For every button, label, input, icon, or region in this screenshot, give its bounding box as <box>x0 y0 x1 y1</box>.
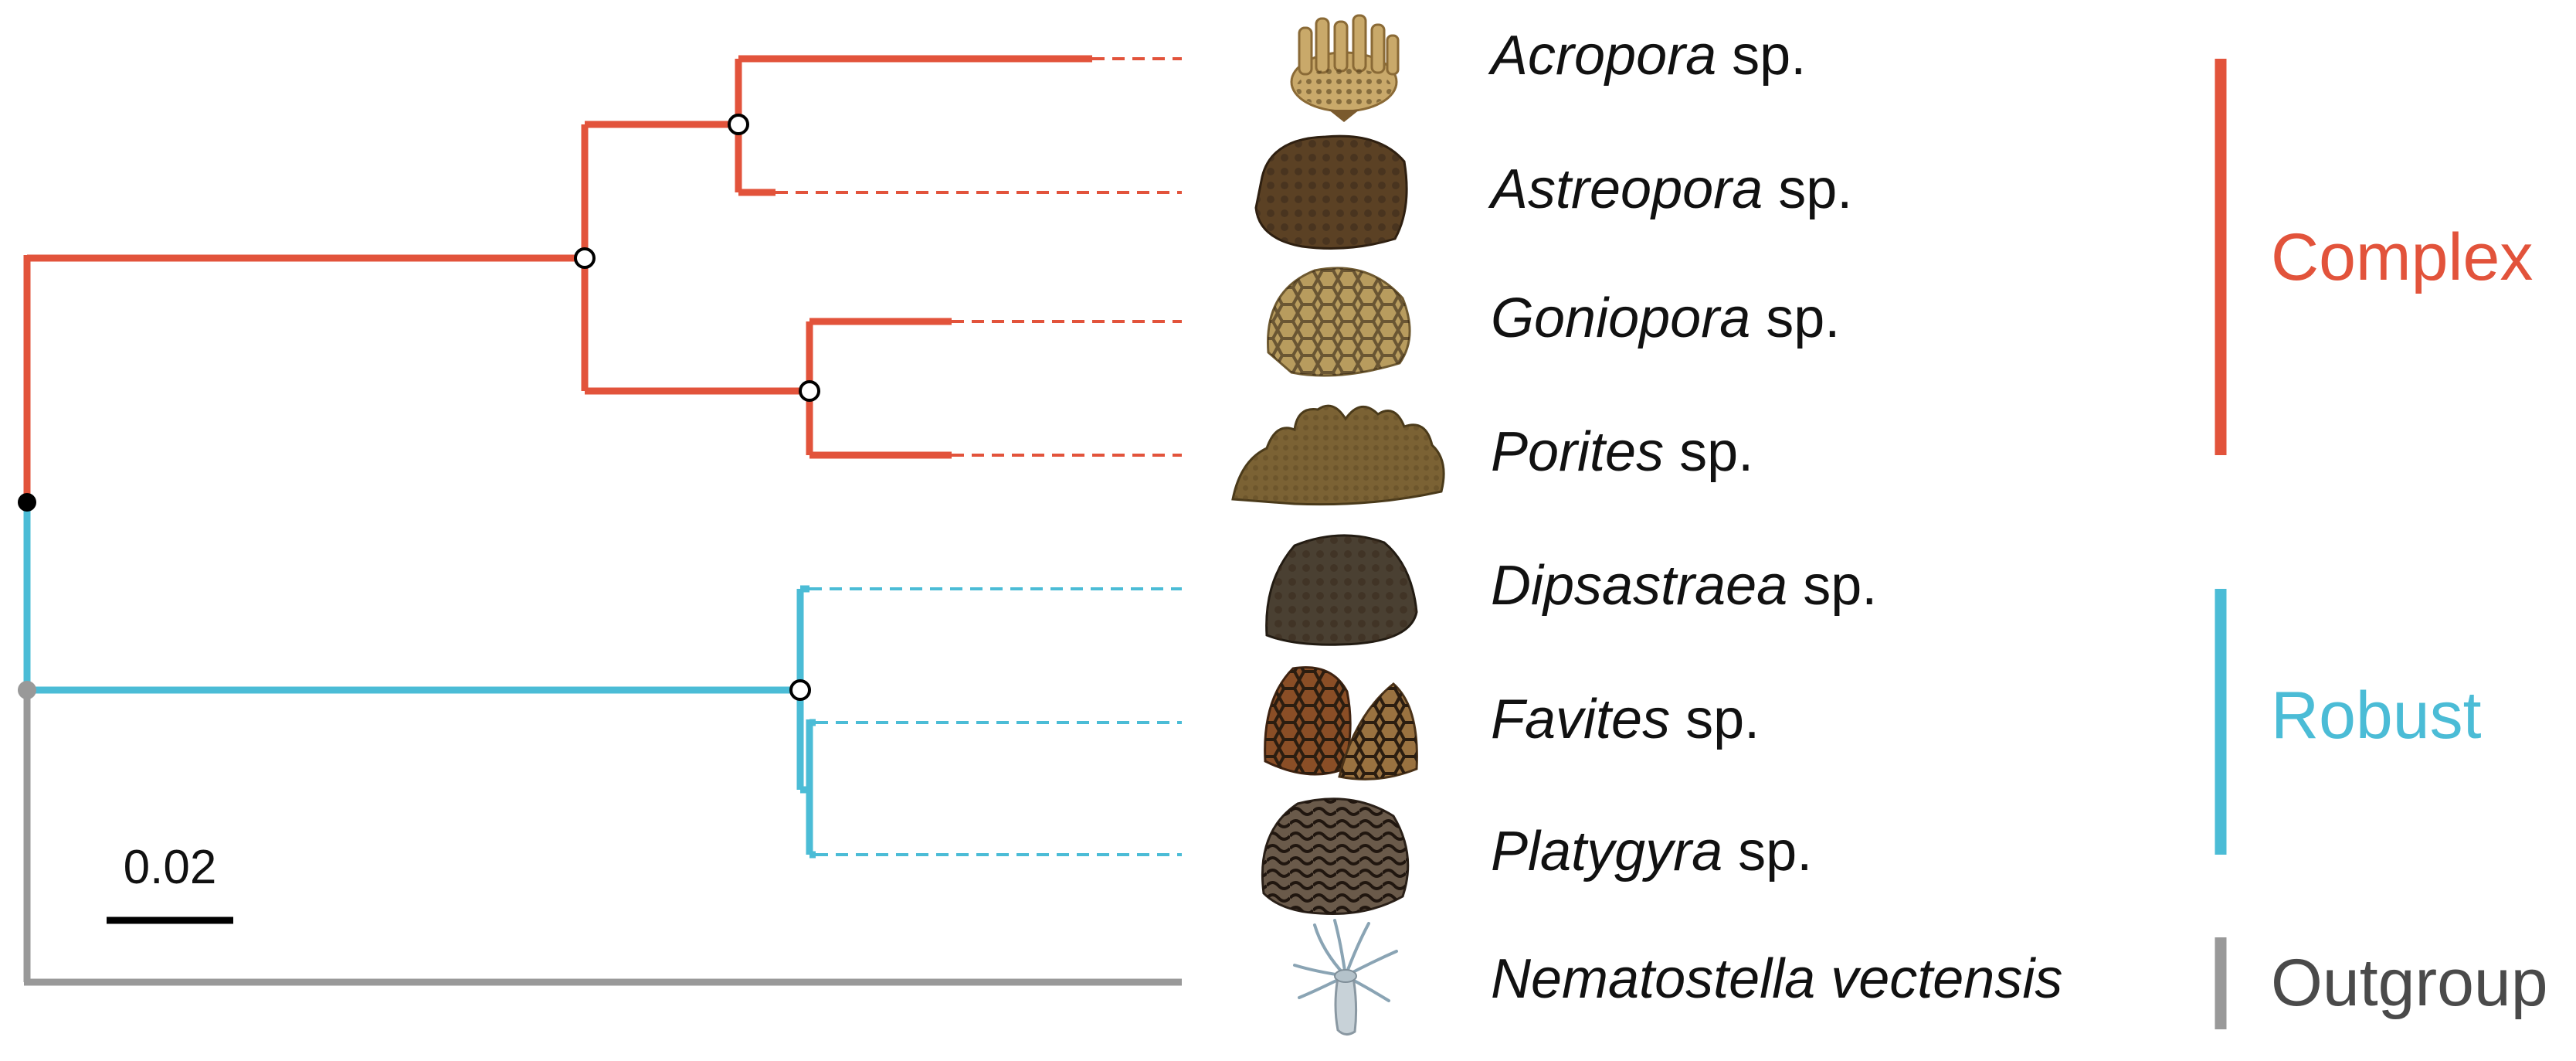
clade-label-robust: Robust <box>2271 678 2482 753</box>
dome-coral-icon <box>1267 267 1411 377</box>
massive-coral-icon <box>1254 134 1408 250</box>
taxon-label-astreopora: Astreopora sp. <box>1488 158 1852 220</box>
node-goniopora-porites <box>799 380 820 402</box>
node-complex <box>574 247 596 269</box>
node-outgroup-split <box>18 681 36 699</box>
node-root <box>18 493 36 512</box>
taxon-label-favites: Favites sp. <box>1491 689 1760 750</box>
taxon-label-acropora: Acropora sp. <box>1488 25 1806 87</box>
clade-label-complex: Complex <box>2271 220 2533 294</box>
finger-coral-icon <box>1231 404 1445 506</box>
sea-anemone-icon <box>1293 919 1398 1035</box>
clade-annotations: Complex Robust Outgroup <box>2215 59 2548 1029</box>
brain-coral-icon <box>1261 797 1410 915</box>
taxon-label-goniopora: Goniopora sp. <box>1491 287 1840 349</box>
taxon-label-porites: Porites sp. <box>1491 421 1753 483</box>
taxon-label-platygyra: Platygyra sp. <box>1491 821 1812 882</box>
mound-coral-icon <box>1265 534 1418 646</box>
scale-bar-label: 0.02 <box>124 841 217 894</box>
leaf-extensions <box>776 57 1182 856</box>
honeycomb-coral-icon <box>1264 666 1418 780</box>
node-robust <box>789 679 811 701</box>
taxon-label-nematostella: Nematostella vectensis <box>1491 948 2062 1010</box>
tree-nodes <box>18 114 820 701</box>
node-acropora-astreopora <box>728 114 749 135</box>
scale-bar: 0.02 <box>107 841 233 924</box>
taxon-labels: Acropora sp. Astreopora sp. Goniopora sp… <box>1488 25 2062 1010</box>
clade-label-outgroup: Outgroup <box>2271 946 2548 1020</box>
taxon-icons <box>1231 14 1445 1035</box>
branching-coral-icon <box>1290 14 1400 122</box>
taxon-label-dipsastraea: Dipsastraea sp. <box>1491 555 1877 617</box>
